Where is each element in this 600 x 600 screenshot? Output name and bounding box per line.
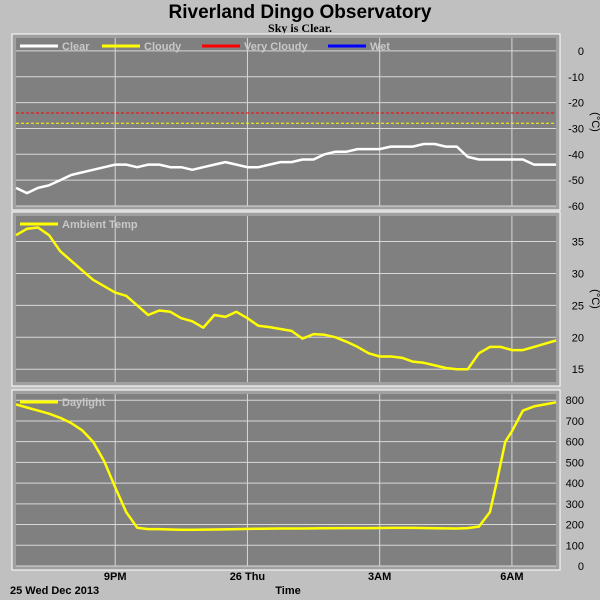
y-tick-label: 400 <box>566 478 584 490</box>
y-tick-label: 25 <box>572 300 584 312</box>
y-tick-label: 0 <box>578 561 584 573</box>
legend-entry: Very Cloudy <box>244 41 308 53</box>
y-tick-label: -60 <box>568 201 584 213</box>
series-line <box>15 142 556 195</box>
y-tick-label: 200 <box>566 520 584 532</box>
y-tick-label: 600 <box>566 437 584 449</box>
y-tick-label: -20 <box>568 98 584 110</box>
y-tick-label: 0 <box>578 46 584 58</box>
y-tick-label: -30 <box>568 123 584 135</box>
series-line <box>15 226 557 371</box>
plot-area <box>16 394 556 566</box>
plot-area <box>16 216 556 382</box>
y-tick-label: 20 <box>572 332 584 344</box>
legend-entry: Ambient Temp <box>62 219 138 231</box>
y-unit-label: (°C) <box>589 289 600 309</box>
y-tick-label: 15 <box>572 364 584 376</box>
series-line <box>15 401 557 531</box>
panel-sky-temp: 0 -10 -20 -30 -40 -50 -60 (°C) Clear Cloudy Very C… <box>11 33 600 213</box>
y-tick-label: -10 <box>568 72 584 84</box>
y-tick-label: 700 <box>566 416 584 428</box>
y-unit-label: (°C) <box>589 112 600 132</box>
legend-entry: Cloudy <box>144 41 182 53</box>
y-tick-label: 300 <box>566 499 584 511</box>
y-tick-label: -40 <box>568 149 584 161</box>
y-tick-label: 35 <box>572 237 584 249</box>
plot-area <box>16 38 556 206</box>
legend-entry: Clear <box>62 41 90 53</box>
legend-entry: Wet <box>370 41 390 53</box>
x-tick-label: 9PM <box>104 571 127 583</box>
panel-ambient-temp: 35 30 25 20 15 (°C) Ambient Temp <box>11 211 600 387</box>
y-tick-label: -50 <box>568 175 584 187</box>
y-tick-label: 30 <box>572 268 584 280</box>
x-axis: 9PM 26 Thu 3AM 6AM <box>104 571 524 583</box>
y-tick-label: 100 <box>566 540 584 552</box>
chart-title: Riverland Dingo Observatory <box>169 2 432 23</box>
x-tick-label: 3AM <box>368 571 391 583</box>
y-tick-label: 800 <box>566 395 584 407</box>
x-tick-label: 26 Thu <box>230 571 265 583</box>
chart-subtitle: Sky is Clear. <box>268 21 332 35</box>
x-tick-label: 6AM <box>500 571 523 583</box>
y-tick-label: 500 <box>566 457 584 469</box>
panels: 0 -10 -20 -30 -40 -50 -60 (°C) Clear Cloudy Very C… <box>11 33 600 583</box>
x-start-label: 25 Wed Dec 2013 <box>10 585 99 597</box>
panel-daylight: 800 700 600 500 400 300 200 100 0 Daylight <box>11 389 584 573</box>
legend-entry: Daylight <box>62 397 106 409</box>
x-axis-label: Time <box>275 585 300 597</box>
